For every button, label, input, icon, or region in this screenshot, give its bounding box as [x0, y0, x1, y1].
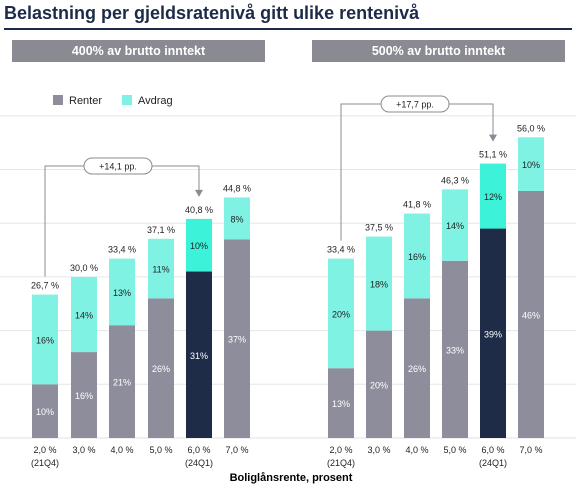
tick-label: 2,0 % [33, 445, 56, 455]
tick-label: 6,0 % [481, 445, 504, 455]
data-label-renter: 31% [190, 351, 208, 361]
data-label-renter: 37% [228, 335, 246, 345]
data-label-avdrag: 16% [36, 335, 54, 345]
legend: Renter Avdrag [53, 95, 173, 107]
total-label: 44,8 % [223, 183, 251, 193]
total-label: 56,0 % [517, 123, 545, 133]
data-label-avdrag: 14% [446, 221, 464, 231]
tick-label: 5,0 % [149, 445, 172, 455]
total-label: 37,5 % [365, 223, 393, 233]
bar-avdrag [109, 258, 135, 326]
annotation-text: +14,1 pp. [99, 162, 137, 172]
total-label: 30,0 % [70, 263, 98, 273]
bar-avdrag [404, 213, 430, 299]
bar-renter [109, 325, 135, 438]
total-label: 33,4 % [327, 245, 355, 255]
data-label-avdrag: 11% [152, 265, 169, 275]
bar-avdrag [32, 294, 58, 385]
annotations: +14,1 pp. +17,7 pp. [44, 95, 497, 277]
data-label-renter: 10% [36, 407, 54, 417]
data-label-renter: 16% [75, 391, 93, 401]
data-label-renter: 26% [152, 364, 170, 374]
bar-renter [404, 298, 430, 438]
data-label-renter: 21% [113, 378, 131, 388]
panel-header-400: 400% av brutto inntekt [12, 40, 265, 62]
annotation-pill [380, 95, 450, 113]
tick-label: 2,0 % [329, 445, 352, 455]
data-label-renter: 13% [332, 399, 350, 409]
title-rule [4, 28, 572, 30]
tick-label: 3,0 % [367, 445, 390, 455]
bar-renter [32, 384, 58, 438]
data-label-avdrag: 12% [484, 192, 502, 202]
tick-label: 4,0 % [110, 445, 133, 455]
data-label-renter: 39% [484, 329, 502, 339]
page-title: Belastning per gjeldsratenivå gitt ulike… [4, 3, 420, 23]
tick-sublabel: (21Q4) [327, 458, 355, 468]
data-label-avdrag: 10% [522, 160, 540, 170]
legend-swatch-renter [53, 95, 63, 105]
data-label-renter: 46% [522, 310, 540, 320]
data-label-avdrag: 18% [370, 280, 388, 290]
total-label: 51,1 % [479, 150, 507, 160]
legend-label-avdrag: Avdrag [138, 95, 173, 107]
bar-renter [148, 298, 174, 438]
bracket-arrowhead [489, 134, 497, 142]
tick-label: 5,0 % [443, 445, 466, 455]
bar-avdrag [328, 258, 354, 369]
data-label-renter: 33% [446, 345, 464, 355]
bar-renter [71, 352, 97, 438]
bar-renter [480, 228, 506, 438]
tick-label: 7,0 % [519, 445, 542, 455]
tick-sublabel: (24Q1) [185, 458, 213, 468]
data-label-avdrag: 20% [332, 309, 350, 319]
data-label-avdrag: 14% [75, 310, 93, 320]
tick-sublabel: (21Q4) [31, 458, 59, 468]
total-label: 46,3 % [441, 175, 469, 185]
x-axis-labels: 2,0 % (21Q4) 3,0 % 4,0 % 5,0 % 6,0 % (24Q1) 7,0… [31, 445, 543, 468]
annotation-pill [83, 157, 153, 175]
data-label-avdrag: 10% [190, 241, 208, 251]
panel-header-500: 500% av brutto inntekt [312, 40, 565, 62]
annotation-text: +17,7 pp. [396, 100, 434, 110]
total-label: 26,7 % [31, 281, 59, 291]
legend-label-renter: Renter [69, 95, 102, 107]
tick-label: 3,0 % [72, 445, 95, 455]
bar-avdrag [224, 197, 250, 240]
total-label: 37,1 % [147, 225, 175, 235]
bar-renter [328, 368, 354, 438]
bar-renter [224, 239, 250, 438]
bars: 10% 16% 26,7 % 16% 14% 30,0 % 21% 13% 33,4 % 26% 1… [31, 123, 545, 438]
bar-renter [518, 190, 544, 438]
x-axis-title: Boliglånsrente, prosent [230, 472, 353, 484]
tick-sublabel: (24Q1) [479, 458, 507, 468]
bar-renter [442, 260, 468, 438]
data-label-renter: 20% [370, 380, 388, 390]
bar-avdrag [480, 163, 506, 229]
bar-avdrag [71, 276, 97, 353]
data-label-avdrag: 8% [230, 214, 243, 224]
bar-avdrag [366, 236, 392, 331]
bracket-arrowhead [195, 189, 203, 197]
tick-label: 7,0 % [225, 445, 248, 455]
total-label: 33,4 % [108, 245, 136, 255]
data-label-renter: 26% [408, 364, 426, 374]
tick-label: 6,0 % [187, 445, 210, 455]
bar-avdrag [518, 137, 544, 191]
bar-renter [186, 271, 212, 438]
bar-renter [366, 330, 392, 438]
bar-avdrag [186, 218, 212, 272]
total-label: 40,8 % [185, 205, 213, 215]
bar-avdrag [148, 238, 174, 299]
bar-avdrag [442, 189, 468, 261]
total-label: 41,8 % [403, 200, 431, 210]
legend-swatch-avdrag [122, 95, 132, 105]
data-label-avdrag: 13% [113, 288, 131, 298]
tick-label: 4,0 % [405, 445, 428, 455]
data-label-avdrag: 16% [408, 252, 426, 262]
